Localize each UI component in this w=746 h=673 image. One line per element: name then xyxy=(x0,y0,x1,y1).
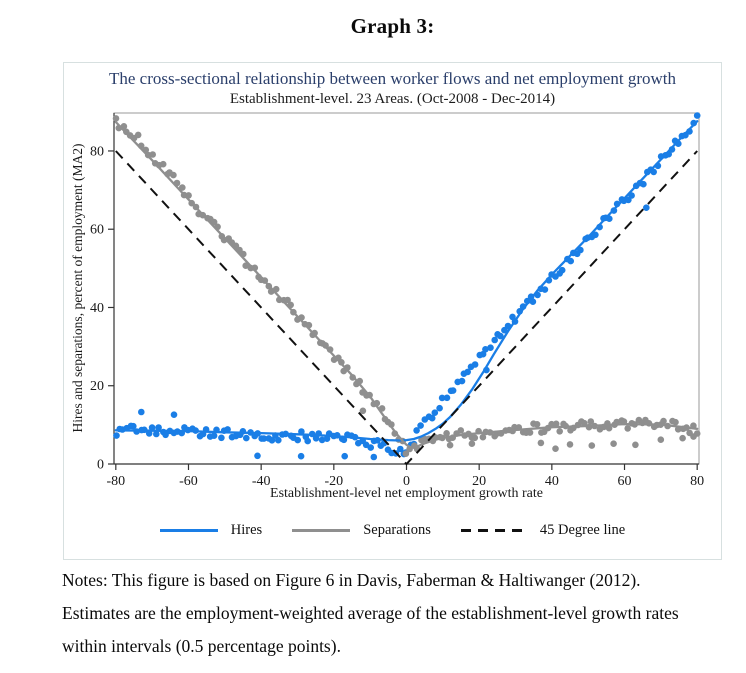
45-degree-line xyxy=(115,150,698,466)
svg-text:20: 20 xyxy=(90,379,104,394)
legend: Hires Separations 45 Degree line xyxy=(64,522,721,539)
hires-line-sample xyxy=(159,529,218,532)
separations-line xyxy=(114,120,699,449)
y-ticks: 0 20 40 60 80 xyxy=(90,144,114,473)
chart-subtitle: Establishment-level. 23 Areas. (Oct-2008… xyxy=(229,91,556,107)
legend-item-separations: Separations xyxy=(292,522,431,539)
svg-text:20: 20 xyxy=(472,474,486,489)
y-axis-label: Hires and separations, percent of employ… xyxy=(70,143,85,433)
svg-text:-80: -80 xyxy=(106,474,125,489)
separations-scatter xyxy=(112,115,701,458)
separations-line-sample xyxy=(292,529,351,532)
degree-line-sample xyxy=(460,529,527,532)
legend-label: Hires xyxy=(230,522,263,538)
svg-text:0: 0 xyxy=(403,474,410,489)
svg-text:80: 80 xyxy=(690,474,704,489)
notes-line: within intervals (0.5 percentage points)… xyxy=(62,636,341,656)
chart-title: The cross-sectional relationship between… xyxy=(109,69,676,88)
legend-label: Separations xyxy=(363,522,431,538)
svg-text:60: 60 xyxy=(90,223,104,238)
svg-text:-40: -40 xyxy=(252,474,271,489)
svg-text:40: 40 xyxy=(90,301,104,316)
svg-text:-60: -60 xyxy=(179,474,198,489)
x-ticks: -80 -60 -40 -20 0 20 40 60 80 xyxy=(106,464,704,489)
legend-label: 45 Degree line xyxy=(539,522,626,538)
legend-item-hires: Hires xyxy=(159,522,263,539)
hires-scatter xyxy=(113,112,701,461)
svg-text:80: 80 xyxy=(90,144,104,159)
page-title: Graph 3: xyxy=(350,14,435,38)
svg-text:-20: -20 xyxy=(324,474,343,489)
svg-text:40: 40 xyxy=(545,474,559,489)
notes-line: Estimates are the employment-weighted av… xyxy=(62,603,679,623)
plot-area: -80 -60 -40 -20 0 20 40 60 80 0 20 40 60 80 xyxy=(90,112,704,489)
hires-line xyxy=(114,120,699,442)
notes-line: Notes: This figure is based on Figure 6 … xyxy=(62,570,641,590)
plot-frame xyxy=(113,112,700,465)
svg-text:60: 60 xyxy=(618,474,632,489)
legend-item-45-degree-line: 45 Degree line xyxy=(460,522,626,539)
figure-box: -80 -60 -40 -20 0 20 40 60 80 0 20 40 60 80 The cross… xyxy=(63,62,722,560)
svg-text:0: 0 xyxy=(97,458,104,473)
x-axis-label: Establishment-level net employment growt… xyxy=(270,486,543,501)
notes: Notes: This figure is based on Figure 6 … xyxy=(62,564,740,663)
